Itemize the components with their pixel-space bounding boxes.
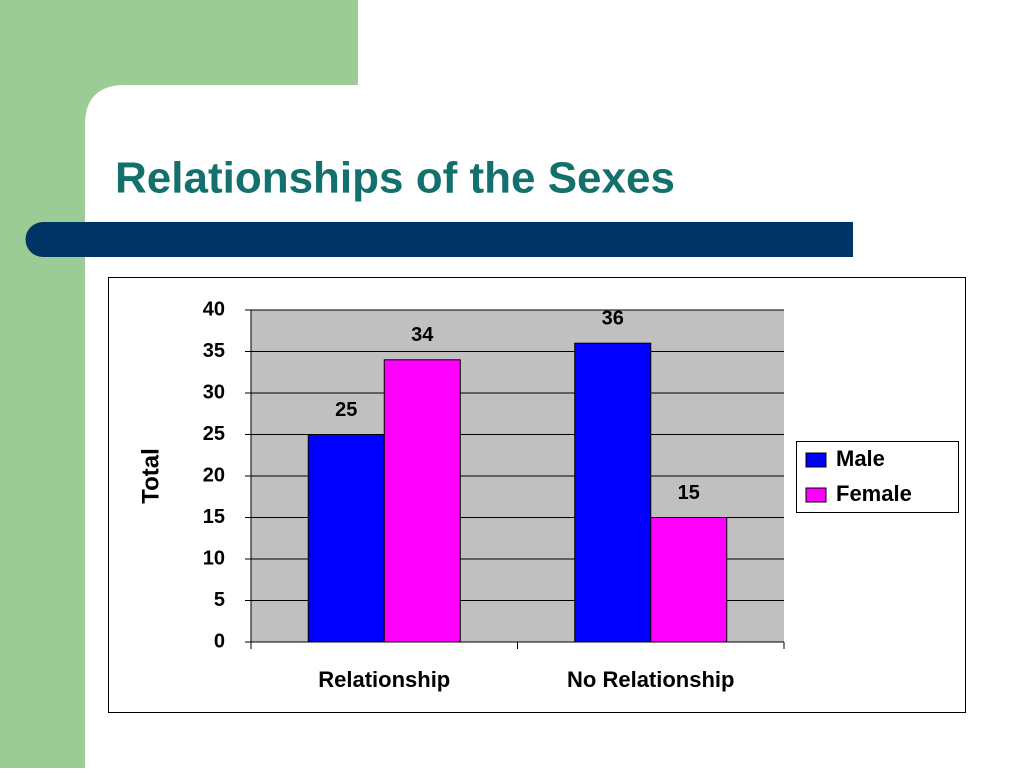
data-label: 15 [678,482,700,504]
legend-label: Male [836,446,885,471]
y-tick-label: 30 [203,381,225,403]
data-label: 36 [602,307,624,329]
y-tick-label: 35 [203,340,225,362]
slide-title: Relationships of the Sexes [115,154,675,203]
chart: 0 5 10 15 20 25 30 35 40 Total Relationship 25 34 No … [137,298,959,692]
y-tick-label: 25 [203,423,225,445]
bar [650,517,728,643]
legend-swatch [805,487,827,503]
data-label: 34 [411,324,434,346]
legend-swatch [805,452,827,468]
y-tick-label: 20 [203,464,225,486]
y-axis-title: Total [137,448,164,504]
y-tick-label: 10 [203,547,225,569]
title-underline-bar [25,222,853,257]
data-label: 25 [335,399,357,421]
y-tick-label: 5 [214,589,225,611]
x-tick-label: Relationship [318,667,450,692]
legend-label: Female [836,481,912,506]
y-tick-label: 40 [203,298,225,320]
bar [307,434,385,643]
green-band [0,0,85,768]
x-tick-label: No Relationship [567,667,734,692]
bar [574,342,652,643]
y-tick-label: 0 [214,630,225,652]
y-tick-label: 15 [203,506,225,528]
bar [383,359,461,643]
